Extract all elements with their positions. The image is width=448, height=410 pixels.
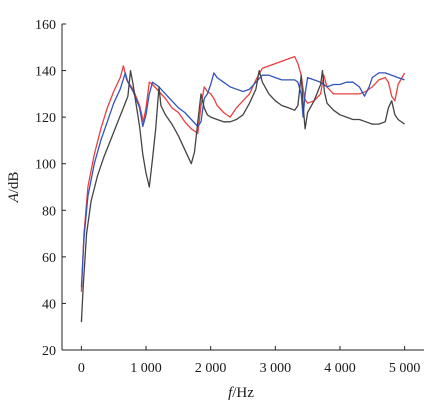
y-tick-label: 60: [42, 251, 56, 266]
y-axis-symbol: A: [6, 192, 22, 203]
y-tick-label: 40: [42, 297, 56, 312]
x-tick-label: 3 000: [260, 361, 292, 376]
y-ticks: 20 40 60 80 100 120 140 160: [35, 18, 66, 359]
x-ticks: 0 1 000 2 000 3 000 4 000 5 000: [78, 346, 420, 376]
y-tick-label: 120: [35, 111, 56, 126]
series-line-2: [80, 72, 405, 288]
x-axis-symbol: f: [228, 385, 234, 401]
y-tick-label: 160: [35, 18, 56, 33]
series-line-3: [80, 69, 405, 323]
x-tick-label: 2 000: [195, 361, 227, 376]
plot-area: 20 40 60 80 100 120 140 160 0 1 000 2 000 3 000 4 0…: [35, 18, 424, 376]
x-tick-label: 4 000: [324, 361, 356, 376]
x-tick-label: 5 000: [389, 361, 421, 376]
x-axis-unit: /Hz: [232, 385, 254, 401]
x-axis-title: f/Hz: [228, 385, 254, 401]
x-tick-label: 0: [78, 361, 85, 376]
x-tick-label: 1 000: [130, 361, 162, 376]
y-tick-label: 100: [35, 158, 56, 173]
y-tick-label: 80: [42, 204, 56, 219]
y-tick-label: 20: [42, 344, 56, 359]
series-layer: [80, 55, 406, 323]
y-axis-unit: /dB: [6, 172, 22, 194]
y-tick-label: 140: [35, 65, 56, 80]
y-axis-title: A/dB: [6, 172, 22, 204]
